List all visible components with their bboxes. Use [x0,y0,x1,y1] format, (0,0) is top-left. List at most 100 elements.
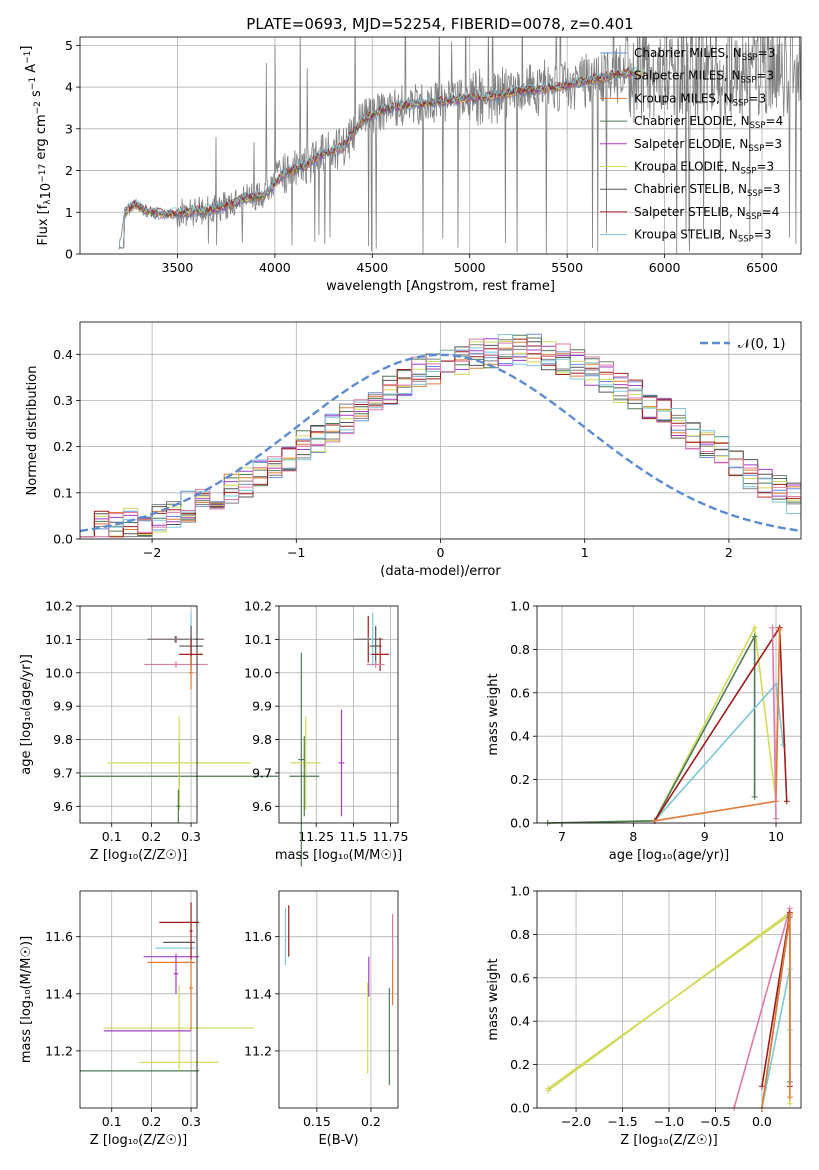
plot-area [289,612,390,867]
histogram-step [80,338,801,538]
y-tick-label: 9.9 [53,699,73,714]
y-tick-label: 0.0 [510,816,530,831]
legend-label-value: =3 [764,137,782,151]
weight-line [761,968,791,1109]
weight-line [771,627,777,819]
x-tick-label: 7 [558,829,566,844]
mass-vs-metallicity-panel: 0.1 0.2 0.3 11.2 11.4 11.6 Z [log₁₀(Z/Z☉)] mass… [19,890,255,1148]
weight-line [547,636,756,824]
gridlines [537,890,801,1109]
histogram-step [80,338,801,538]
errorbar-point [371,637,390,672]
histograms [80,333,801,538]
legend-label-value: =3 [749,91,767,105]
y-tick-label: 10.1 [45,632,73,647]
observed-spectrum-line [118,37,801,254]
y-tick-label: 2 [65,163,73,178]
y-tick-label: 10.0 [45,665,73,680]
gridlines [279,891,398,1108]
plot-area [284,905,394,1086]
age-vs-metallicity-panel: 0.1 0.2 0.3 9.6 9.7 9.8 9.9 10.0 10.1 10.2 Z [log₁… [19,599,279,863]
y-axis-label-part: −2 [33,101,43,114]
y-tick-label: 0.8 [510,927,530,942]
y-tick-label: 1.0 [510,599,530,614]
axes-frame [79,36,802,255]
y-axis-label: mass weight [486,958,501,1040]
x-tick-label: −2 [143,545,161,560]
errorbar-point [173,953,179,994]
legend-label: Salpeter STELIB, NSSP=4 [634,205,779,222]
y-tick-label: 10.2 [244,599,272,614]
figure-title: PLATE=0693, MJD=52254, FIBERID=0078, z=0… [246,15,633,33]
model-spectrum-line [119,66,646,249]
errorbar-point [189,656,194,690]
legend-label-sub: SSP [746,212,762,222]
y-tick-label: 0.4 [510,1014,530,1029]
y-axis-label: mass weight [486,673,501,755]
legend-label-sub: SSP [741,76,757,86]
y-tick-label: 0.3 [53,393,73,408]
massweight-vs-metallicity-panel: −2.0 −1.5 −1.0 −0.5 0.0 0.0 0.2 0.4 0.6 0.8 1.0 Z [… [486,884,802,1148]
legend-label: Chabrier MILES, NSSP=3 [634,46,775,63]
point-marker [786,1100,793,1107]
x-tick-label: −0.5 [700,1114,730,1129]
x-tick-label: −1.5 [607,1114,637,1129]
errorbar-point [189,902,193,960]
x-tick-label: 0.3 [181,829,201,844]
point-marker [751,624,758,631]
y-tick-label: 10.0 [244,665,272,680]
x-tick-label: 0.1 [102,1114,122,1129]
y-tick-label: 9.8 [53,732,73,747]
y-axis-label-part: ] [19,46,34,51]
y-tick-label: 0.4 [53,347,73,362]
errorbar-point [353,636,384,643]
x-tick-label: 6000 [649,260,681,275]
y-axis-label-part: −1 [28,77,38,90]
massweight-vs-age-panel: 7 8 9 10 0.0 0.2 0.4 0.6 0.8 1.0 age [log₁₀(age/yr… [486,599,802,863]
x-axis-label: Z [log₁₀(Z/Z☉)] [90,848,187,863]
errorbar-point [338,709,345,817]
legend-label-value: =4 [762,205,780,219]
x-tick-label: 0 [437,545,445,560]
errorbar-point [289,736,320,817]
axes-frame [79,321,802,540]
legend-label-sub: SSP [750,121,766,131]
legend-label: Chabrier ELODIE, NSSP=4 [634,114,783,131]
legend-label-value: =3 [758,46,776,60]
legend-label-value: =3 [763,182,781,196]
x-axis-label: wavelength [Angstrom, rest frame] [326,279,555,294]
point-marker [758,1083,765,1090]
y-tick-label: 0.6 [510,970,530,985]
weight-line [761,914,791,1109]
legend-label: Kroupa ELODIE, NSSP=3 [634,160,774,177]
histogram-step [80,339,801,538]
y-axis-label-part: 10 [39,183,54,200]
legend-label-sub: SSP [733,98,749,108]
y-tick-label: 11.2 [45,1043,73,1058]
x-tick-label: 0.2 [141,1114,161,1129]
gridlines [80,605,197,823]
histogram-step [80,340,801,538]
legend-label-value: =3 [756,69,774,83]
x-tick-label: 6500 [746,260,778,275]
histogram-step [80,334,801,538]
axes-frame [79,890,198,1109]
x-tick-label: −2.0 [561,1114,591,1129]
histogram-step [80,341,801,538]
y-tick-label: 5 [65,38,73,53]
x-tick-label: 4500 [356,260,388,275]
x-axis-label: age [log₁₀(age/yr)] [609,848,730,863]
y-tick-label: 9.9 [252,699,272,714]
residuals-panel: −2 −1 0 1 2 0.0 0.1 0.2 0.3 0.4 (data-model)/error… [25,321,802,579]
axes-frame [536,605,802,824]
y-tick-label: 0.4 [510,729,530,744]
legend-label: Salpeter ELODIE, NSSP=3 [634,137,782,154]
y-tick-label: 4 [65,80,73,95]
y-tick-label: 11.6 [244,929,272,944]
y-axis-label-part: s [29,90,44,101]
point-marker [545,1085,552,1092]
y-tick-label: 0.2 [510,1057,530,1072]
legend-label-sub: SSP [741,167,757,177]
weight-line [547,914,791,1090]
y-tick-label: 9.6 [252,799,272,814]
